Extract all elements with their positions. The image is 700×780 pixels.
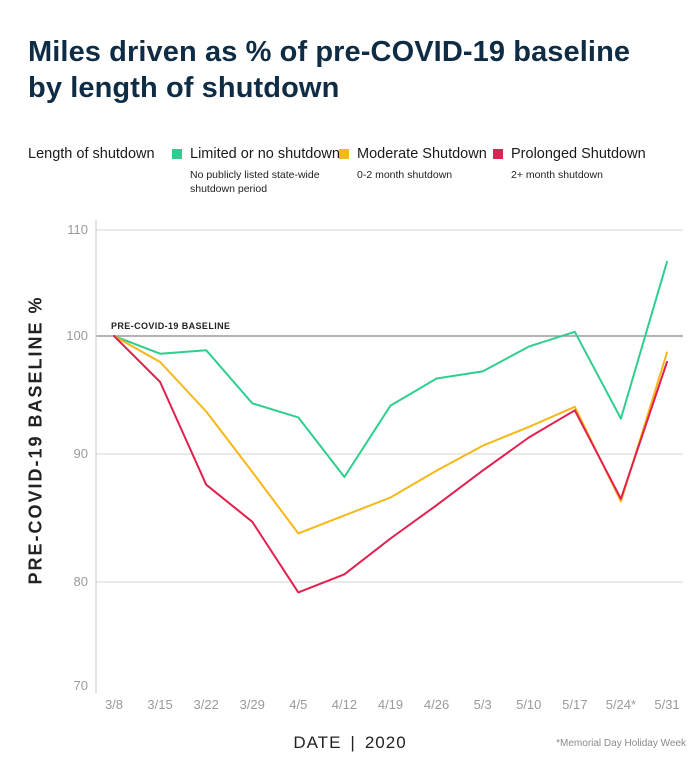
y-axis-label: PRE-COVID-19 BASELINE % (25, 295, 46, 585)
series-line-0 (113, 260, 668, 478)
x-axis-label-separator: | (350, 733, 356, 752)
legend-text-moderate: Moderate Shutdown (357, 146, 487, 162)
footnote: *Memorial Day Holiday Week (556, 738, 686, 749)
y-tick-label-80: 80 (74, 574, 88, 589)
x-tick-label-11: 5/24* (606, 697, 636, 712)
x-tick-label-0: 3/8 (105, 697, 123, 712)
x-tick-label-9: 5/10 (516, 697, 541, 712)
legend-sub-moderate: 0-2 month shutdown (357, 169, 453, 181)
x-tick-label-10: 5/17 (562, 697, 587, 712)
legend-sub-prolonged: 2+ month shutdown (511, 169, 603, 181)
legend-label: Length of shutdown (28, 146, 155, 162)
x-tick-label-4: 4/5 (289, 697, 307, 712)
y-tick-label-100: 100 (66, 328, 88, 343)
legend-swatch-limited (172, 149, 182, 159)
x-axis-label: DATE | 2020 (0, 733, 700, 753)
series-line-1 (113, 335, 668, 535)
x-tick-label-6: 4/19 (378, 697, 403, 712)
x-axis-label-year: 2020 (364, 733, 407, 752)
x-tick-label-3: 3/29 (240, 697, 265, 712)
legend-sub-limited: No publicly listed state-wide shutdown p… (190, 169, 320, 195)
series-line-2 (113, 335, 668, 594)
baseline-label: PRE-COVID-19 BASELINE (111, 321, 230, 331)
legend-text-limited: Limited or no shutdown (190, 146, 340, 162)
x-axis-label-main: DATE (293, 733, 342, 752)
x-tick-label-5: 4/12 (332, 697, 357, 712)
legend-swatch-moderate (339, 149, 349, 159)
x-tick-label-8: 5/3 (474, 697, 492, 712)
legend-swatch-prolonged (493, 149, 503, 159)
x-tick-label-12: 5/31 (654, 697, 679, 712)
y-tick-label-110: 110 (67, 222, 88, 237)
x-tick-label-2: 3/22 (194, 697, 219, 712)
y-tick-label-70: 70 (74, 678, 88, 693)
y-tick-label-90: 90 (74, 446, 88, 461)
x-tick-label-7: 4/26 (424, 697, 449, 712)
chart-title: Miles driven as % of pre-COVID-19 baseli… (28, 36, 631, 104)
legend-text-prolonged: Prolonged Shutdown (511, 146, 646, 162)
x-tick-label-1: 3/15 (147, 697, 172, 712)
